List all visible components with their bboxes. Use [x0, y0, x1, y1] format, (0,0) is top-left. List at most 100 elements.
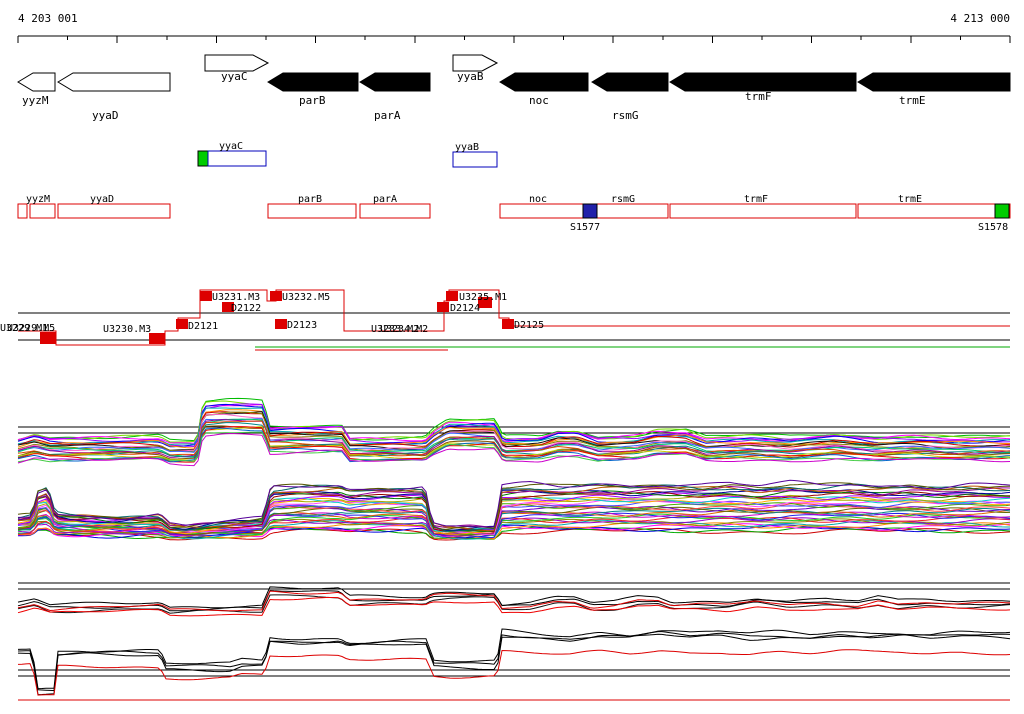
gene-track: yyzM yyaD yyaC parB parA yyaB noc rsmG trmF trmE [17, 54, 1011, 122]
orf-label-noc: noc [529, 194, 547, 205]
gene-arrow-noc[interactable] [499, 72, 589, 92]
orf-box[interactable] [591, 203, 669, 219]
signal-line-1-18 [17, 426, 1011, 463]
orf-track: yyzM yyaD parB parA noc rsmG trmF trmE S1577 S157… [17, 194, 1011, 233]
segment-label-D2122: D2122 [231, 303, 261, 314]
signal-line-1-21 [17, 433, 1011, 467]
signal-line-2-20 [17, 496, 1011, 535]
signal-line-1-5 [17, 407, 1011, 446]
segment-marker[interactable] [176, 319, 188, 329]
segment-label-U3233.M2: U3233.M2 [371, 324, 419, 335]
coordinate-ruler [17, 35, 1011, 43]
gene-arrow-rsmG[interactable] [591, 72, 669, 92]
signal-line-1-14 [17, 420, 1011, 457]
orf-label-trmE: trmE [898, 194, 922, 205]
orf-label-rsmG: rsmG [611, 194, 635, 205]
orf-label-yyzM: yyzM [26, 194, 50, 205]
feature-track: yyaC yyaB [197, 141, 498, 168]
segment-label-U3230.M3: U3230.M3 [103, 324, 151, 335]
orf-label-trmF: trmF [744, 194, 768, 205]
signal-line-2-7 [17, 517, 1011, 536]
signal-track-2 [17, 479, 1011, 541]
signal-line-1-15 [17, 422, 1011, 458]
orf-box[interactable] [857, 203, 1011, 219]
signal-line-2-6 [17, 518, 1011, 540]
segment-step-line [18, 289, 1010, 346]
signal-line-1-0 [17, 397, 1011, 442]
orf-label-parA: parA [373, 194, 397, 205]
segment-marker[interactable] [437, 302, 449, 312]
signal-line-3-2 [17, 594, 1011, 614]
gene-label-rsmG: rsmG [612, 109, 639, 122]
feature-green-box[interactable] [197, 150, 209, 167]
gene-arrow-yyaC[interactable] [204, 54, 270, 72]
gene-arrow-trmF[interactable] [669, 72, 857, 92]
signal-line-4-1 [17, 631, 1011, 692]
orf-box[interactable] [359, 203, 431, 219]
segment-label-D2125: D2125 [514, 320, 544, 331]
segment-label-D2121: D2121 [188, 321, 218, 332]
signal-track-1 [17, 397, 1011, 467]
segment-marker[interactable] [478, 297, 492, 308]
orf-box[interactable] [29, 203, 56, 219]
gene-label-yyzM: yyzM [22, 94, 49, 107]
signal-line-2-28 [17, 485, 1011, 532]
segment-marker[interactable] [40, 332, 56, 344]
site-box-S1577[interactable] [582, 203, 598, 219]
signal-line-3-4 [17, 597, 1011, 617]
gene-arrow-parA[interactable] [359, 72, 431, 92]
gene-arrow-yyaB[interactable] [452, 54, 499, 72]
signal-track-4 [17, 628, 1011, 701]
signal-line-1-8 [17, 411, 1011, 451]
segment-label-D2123: D2123 [287, 320, 317, 331]
signal-line-1-10 [17, 413, 1011, 453]
segment-label-U3235.M1: U3235.M1 [459, 292, 507, 303]
segment-marker[interactable] [222, 302, 234, 312]
segment-marker[interactable] [275, 319, 287, 329]
orf-box[interactable] [267, 203, 357, 219]
ruler-start-coordinate: 4 203 001 [18, 12, 78, 25]
segment-label-U3229.M5: U3229.M5 [7, 323, 55, 334]
gene-label-yyaC: yyaC [221, 70, 248, 83]
segment-marker[interactable] [446, 291, 458, 301]
gene-arrow-yyzM[interactable] [17, 72, 56, 92]
signal-line-3-0 [17, 586, 1011, 609]
signal-track-3 [17, 582, 1011, 617]
segment-marker[interactable] [149, 333, 165, 344]
signal-line-4-0 [17, 628, 1011, 690]
gene-label-yyaD: yyaD [92, 109, 119, 122]
gene-label-trmF: trmF [745, 90, 772, 103]
signal-line-2-31 [18, 479, 1011, 528]
ruler-end-coordinate: 4 213 000 [950, 12, 1010, 25]
signal-line-3-3 [17, 590, 1011, 612]
orf-box[interactable] [57, 203, 171, 219]
signal-line-1-11 [17, 418, 1011, 453]
segment-marker[interactable] [270, 291, 282, 301]
site-label-S1578: S1578 [978, 222, 1008, 233]
gene-arrow-parB[interactable] [267, 72, 359, 92]
site-box-S1578[interactable] [994, 203, 1010, 219]
segment-label-D2124: D2124 [450, 303, 480, 314]
signal-line-4-3 [17, 649, 1011, 696]
segment-marker[interactable] [200, 291, 212, 301]
gene-arrow-trmE[interactable] [857, 72, 1011, 92]
orf-box[interactable] [669, 203, 857, 219]
segment-label-U3232.M5: U3232.M5 [282, 292, 330, 303]
feature-box-yyaB[interactable] [452, 151, 498, 168]
signal-line-1-4 [17, 403, 1011, 448]
gene-arrow-yyaD[interactable] [57, 72, 171, 92]
signal-line-4-2 [17, 633, 1011, 696]
orf-label-parB: parB [298, 194, 322, 205]
orf-box[interactable] [17, 203, 28, 219]
orf-label-yyaD: yyaD [90, 194, 114, 205]
site-label-S1577: S1577 [570, 222, 600, 233]
segment-marker[interactable] [502, 319, 514, 329]
segment-label-U3229.M1: U3229.M1 [0, 323, 48, 334]
gene-label-yyaB: yyaB [457, 70, 484, 83]
signal-line-3-1 [17, 589, 1011, 612]
feature-box-yyaC[interactable] [207, 150, 267, 167]
orf-box[interactable] [499, 203, 589, 219]
